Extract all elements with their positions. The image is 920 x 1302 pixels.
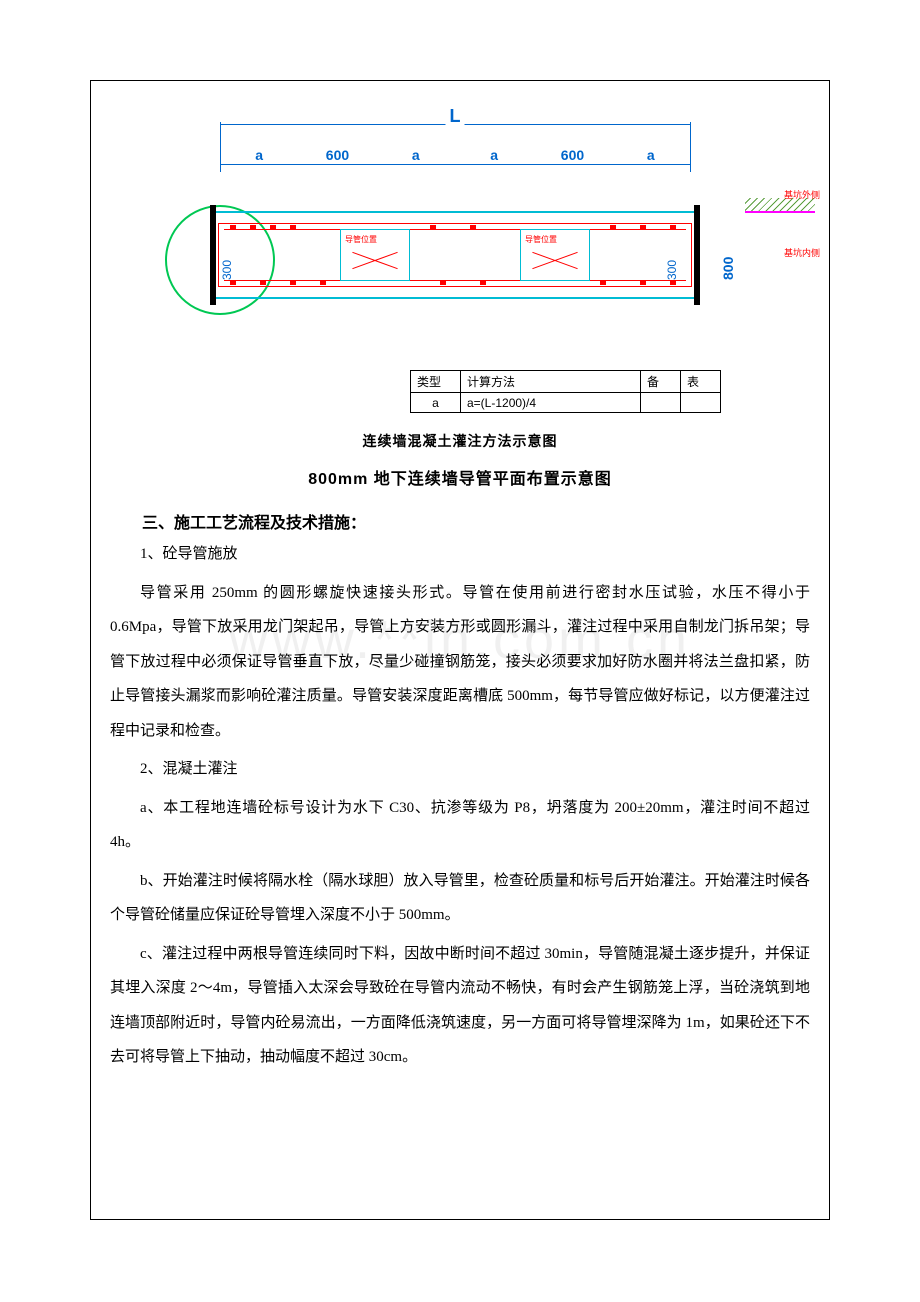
ground-line (745, 211, 815, 213)
diagram-caption-1: 连续墙混凝土灌注方法示意图 (110, 431, 810, 451)
dim-600-2: 600 (561, 147, 584, 163)
dim-a3: a (490, 147, 498, 163)
para-1: 1、砼导管施放 (110, 537, 810, 572)
dim-800: 800 (720, 257, 736, 280)
dim-L-label: L (446, 106, 465, 127)
th-type: 类型 (411, 371, 461, 393)
dim-300-right: 300 (665, 260, 679, 280)
dimension-segments: a 600 a a 600 a (220, 150, 690, 174)
wall-plan: 导管位置 导管位置 (210, 205, 700, 305)
para-4: a、本工程地连墙砼标号设计为水下 C30、抗渗等级为 P8，坍落度为 200±2… (110, 791, 810, 860)
th-remark1: 备 (641, 371, 681, 393)
th-remark2: 表 (681, 371, 721, 393)
para-2: 导管采用 250mm 的圆形螺旋快速接头形式。导管在使用前进行密封水压试验，水压… (110, 576, 810, 749)
section-heading-3: 三、施工工艺流程及技术措施： (110, 509, 810, 533)
para-6: c、灌注过程中两根导管连续同时下料，因故中断时间不超过 30min，导管随混凝土… (110, 937, 810, 1075)
diagram-caption-2: 800mm 地下连续墙导管平面布置示意图 (110, 465, 810, 489)
para-5: b、开始灌注时候将隔水栓（隔水球胆）放入导管里，检查砼质量和标号后开始灌注。开始… (110, 864, 810, 933)
td-empty1 (641, 393, 681, 413)
end-plate-left (210, 205, 216, 305)
tremie-pipe-2: 导管位置 (520, 229, 590, 281)
th-method: 计算方法 (461, 371, 641, 393)
label-inside: 基坑内侧 (784, 246, 820, 259)
dimension-L: L (220, 110, 690, 134)
plan-diagram: L a 600 a a 600 a 基坑外侧 基坑内侧 导管位置 (110, 110, 810, 360)
dim-a4: a (647, 147, 655, 163)
td-var: a (411, 393, 461, 413)
page-content: L a 600 a a 600 a 基坑外侧 基坑内侧 导管位置 (110, 100, 810, 1075)
dim-300-left: 300 (220, 260, 234, 280)
dim-a1: a (255, 147, 263, 163)
para-3: 2、混凝土灌注 (110, 752, 810, 787)
dim-a2: a (412, 147, 420, 163)
dim-600-1: 600 (326, 147, 349, 163)
end-plate-right (694, 205, 700, 305)
tremie-pipe-1: 导管位置 (340, 229, 410, 281)
label-outside: 基坑外侧 (784, 188, 820, 201)
formula-table: 类型 计算方法 备 表 a a=(L-1200)/4 (410, 370, 721, 413)
td-empty2 (681, 393, 721, 413)
td-formula: a=(L-1200)/4 (461, 393, 641, 413)
tremie-label-1: 导管位置 (345, 234, 377, 245)
tremie-label-2: 导管位置 (525, 234, 557, 245)
